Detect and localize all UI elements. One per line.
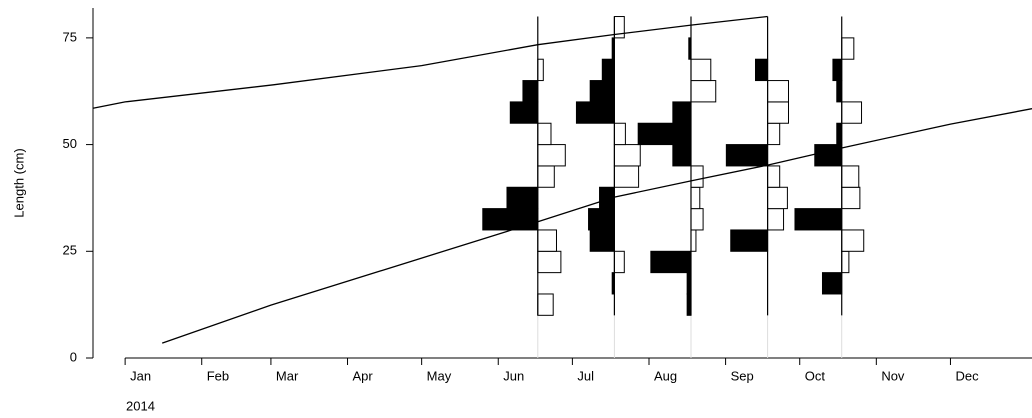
frequency-bar [672,101,692,124]
frequency-bar [537,229,557,252]
y-tick-label: 50 [63,136,77,151]
frequency-bar [482,208,539,231]
frequency-bar [537,165,555,188]
y-tick-label: 0 [70,349,77,364]
frequency-bar [754,58,769,82]
x-tick-label: Dec [955,368,979,383]
frequency-bar [841,37,855,60]
x-tick-label: Apr [353,368,374,383]
x-tick-label: Feb [207,368,229,383]
frequency-bar [690,165,704,188]
frequency-bar [832,58,843,82]
x-tick-label: Jan [130,368,151,383]
growth-curve [92,15,768,109]
frequency-bar [537,144,566,167]
frequency-bar [522,80,539,103]
frequency-bar [836,122,843,146]
frequency-bar [690,58,712,82]
y-axis-label: Length (cm) [11,148,26,217]
frequency-bar [690,229,697,252]
frequency-bar [589,80,615,103]
frequency-bar [841,165,860,188]
frequency-bar [690,186,701,210]
frequency-bar [637,122,692,146]
growth-curve [161,108,1032,344]
frequency-bar [725,144,769,167]
frequency-bar [537,293,554,316]
y-tick-label: 75 [63,29,77,44]
x-tick-label: Sep [731,368,754,383]
frequency-bar [767,165,781,188]
frequency-bar [537,58,544,82]
frequency-bar [794,208,843,231]
frequency-bar [506,186,539,210]
frequency-bar [613,250,625,274]
frequency-bar [814,144,843,167]
frequency-bar [613,122,626,146]
x-tick-label: Oct [805,368,826,383]
frequency-bar [690,208,704,231]
frequency-bar [690,80,717,103]
frequency-bar [841,250,850,274]
frequency-bar [821,272,843,295]
frequency-bar [730,229,769,252]
x-tick-label: Nov [881,368,905,383]
frequency-bar [767,122,781,146]
frequency-bar [841,186,861,210]
frequency-bar [537,122,552,146]
frequency-bar [841,101,863,124]
frequency-bar [836,80,843,103]
frequency-bar [613,144,641,167]
y-tick-label: 25 [63,243,77,258]
frequency-bar [767,186,788,210]
x-tick-label: Mar [276,368,299,383]
frequency-bar [588,208,615,231]
frequency-bar [601,58,615,82]
frequency-bar [509,101,539,124]
frequency-bar [575,101,615,124]
frequency-bar [767,208,785,231]
frequency-bar [537,250,562,274]
frequency-bar [767,101,789,124]
frequency-bar [589,229,615,252]
x-tick-label: Jul [577,368,594,383]
frequency-bar [613,165,640,188]
frequency-bar [841,229,865,252]
frequency-bar [650,250,692,274]
frequency-bar [767,80,789,103]
x-sublabel: 2014 [126,398,155,413]
frequency-bar [672,144,692,167]
x-tick-label: May [427,368,452,383]
x-tick-label: Aug [654,368,677,383]
x-tick-label: Jun [503,368,524,383]
